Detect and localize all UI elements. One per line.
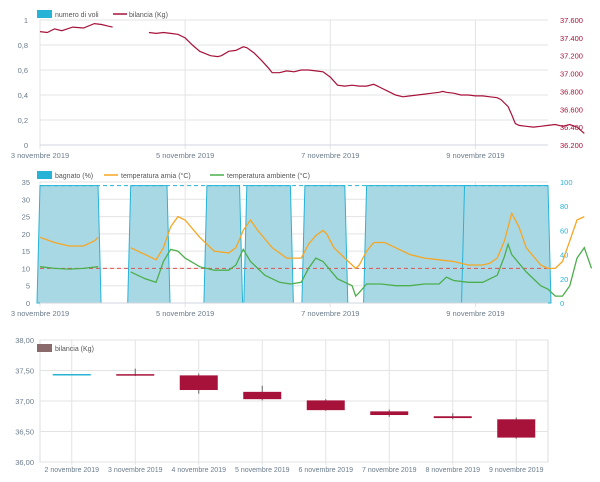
chart2-y-tick-left: 20	[22, 230, 30, 239]
chart2-bagnato-band	[36, 185, 102, 304]
chart3-legend-swatch	[37, 344, 52, 352]
chart2-y-tick-right: 100	[560, 178, 573, 187]
chart2-legend-label: bagnato (%)	[55, 173, 93, 180]
chart1-y-tick-left: 0,8	[18, 41, 28, 50]
chart2-y-tick-left: 0	[26, 299, 30, 308]
chart2-y-tick-left: 25	[22, 213, 30, 222]
chart1-y-tick-right: 37.000	[560, 70, 583, 79]
chart1-y-tick-right: 37.400	[560, 34, 583, 43]
chart3-x-tick: 6 novembre 2019	[299, 467, 354, 474]
chart3-x-tick: 3 novembre 2019	[108, 467, 163, 474]
chart3-y-tick: 37,00	[15, 397, 34, 406]
chart2-y-tick-left: 15	[22, 247, 30, 256]
chart2-y-tick-right: 0	[560, 299, 564, 308]
chart2-bagnato-band	[461, 185, 552, 304]
chart2-legend-swatch-bagnato	[37, 171, 52, 179]
chart1-y-tick-right: 36.400	[560, 123, 583, 132]
chart2-legend-label: temperatura ambiente (°C)	[227, 172, 310, 180]
chart1-y-tick-left: 0,6	[18, 66, 28, 75]
chart1-y-tick-left: 1	[24, 16, 28, 25]
chart1-y-tick-right: 36.600	[560, 105, 583, 114]
chart2-x-tick: 9 novembre 2019	[446, 309, 504, 318]
chart3-x-tick: 7 novembre 2019	[362, 467, 417, 474]
chart1-series-bilancia-line	[39, 22, 113, 34]
chart2-y-tick-right: 80	[560, 202, 568, 211]
chart2-x-tick: 5 novembre 2019	[156, 309, 214, 318]
chart2-y-tick-left: 5	[26, 282, 30, 291]
chart1-legend-label: numero di voli	[55, 12, 99, 19]
chart3-candle-body	[497, 419, 536, 438]
chart2-y-tick-left: 30	[22, 195, 30, 204]
chart3-x-tick: 2 novembre 2019	[45, 467, 100, 474]
chart3-legend-label: bilancia (Kg)	[55, 346, 94, 353]
chart3-x-tick: 9 novembre 2019	[489, 467, 544, 474]
chart1-x-tick: 9 novembre 2019	[446, 151, 504, 160]
chart3-y-tick: 37,50	[15, 367, 34, 376]
chart3-x-tick: 5 novembre 2019	[235, 467, 290, 474]
chart2-series-temp-arnia-line	[39, 236, 99, 247]
chart1-y-tick-right: 37.600	[560, 16, 583, 25]
chart1-legend-label: bilancia (Kg)	[129, 12, 168, 19]
chart2-bagnato-band	[127, 185, 171, 304]
chart3-candle-body	[433, 416, 472, 419]
chart2-x-tick: 3 novembre 2019	[11, 309, 69, 318]
chart1-y-tick-right: 37.200	[560, 52, 583, 61]
chart3-candle-body	[370, 411, 409, 416]
chart2-y-tick-left: 35	[22, 178, 30, 187]
chart3-candle-body	[306, 400, 345, 411]
chart2-series-temp-ambiente-line	[130, 242, 593, 298]
chart1-x-tick: 7 novembre 2019	[301, 151, 359, 160]
chart3-x-tick: 4 novembre 2019	[172, 467, 227, 474]
chart2-series-temp-ambiente-line	[39, 266, 99, 270]
chart3-x-tick: 8 novembre 2019	[426, 467, 481, 474]
chart3-candle-body	[179, 375, 218, 391]
chart3-candle-body	[243, 391, 282, 400]
chart2-y-tick-left: 10	[22, 264, 30, 273]
chart2-x-tick: 7 novembre 2019	[301, 309, 359, 318]
chart1-x-tick: 5 novembre 2019	[156, 151, 214, 160]
chart1-y-tick-right: 36.800	[560, 87, 583, 96]
chart1-y-tick-left: 0	[24, 141, 28, 150]
chart3-y-tick: 36,50	[15, 428, 34, 437]
chart3-y-tick: 36,00	[15, 458, 34, 467]
chart2-y-tick-right: 20	[560, 275, 568, 284]
chart1-x-tick: 3 novembre 2019	[11, 151, 69, 160]
chart2-series-temp-arnia-line	[130, 211, 585, 270]
chart1-y-tick-left: 0,4	[18, 91, 28, 100]
chart1-y-tick-right: 36.200	[560, 141, 583, 150]
chart1-legend-swatch-voli	[37, 10, 52, 18]
chart2-y-tick-right: 60	[560, 226, 568, 235]
chart3-y-tick: 38,00	[15, 336, 34, 345]
chart1-y-tick-left: 0,2	[18, 116, 28, 125]
chart1-series-bilancia-line	[148, 31, 585, 134]
chart2-legend-label: temperatura arnia (°C)	[121, 172, 191, 180]
chart3-candle-body	[116, 374, 155, 376]
